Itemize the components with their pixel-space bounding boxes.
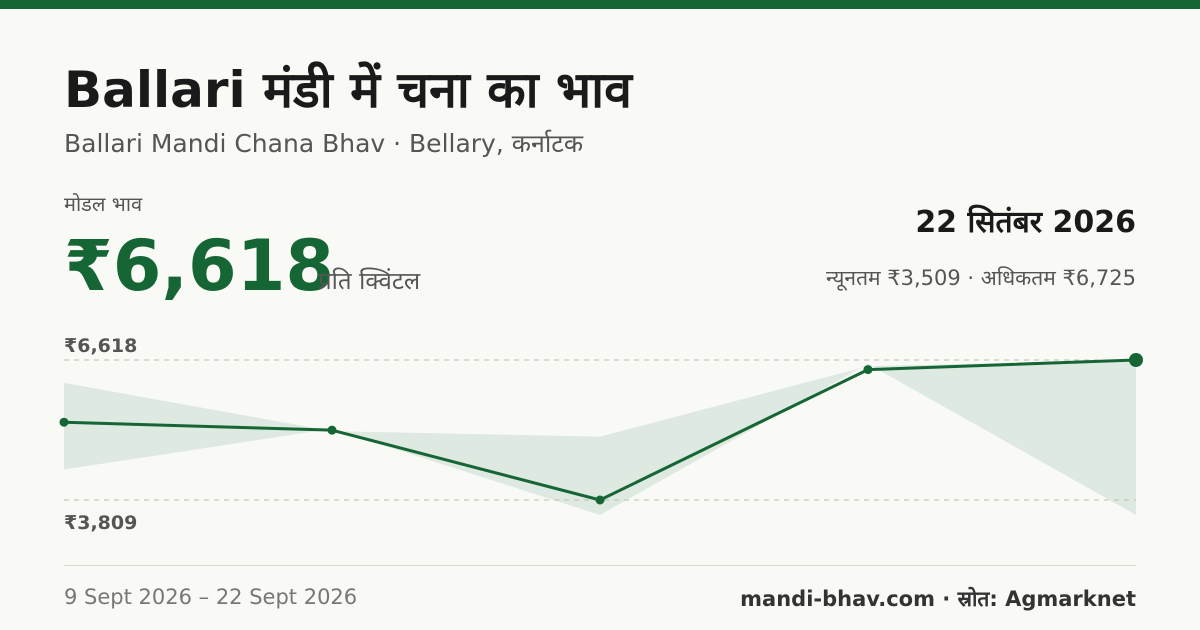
page-subtitle: Ballari Mandi Chana Bhav · Bellary, कर्न…: [64, 129, 584, 158]
top-accent-bar: [0, 0, 1200, 9]
min-max-band: [64, 360, 1136, 515]
footer-divider: [64, 565, 1136, 566]
page-title: Ballari मंडी में चना का भाव: [64, 61, 632, 119]
y-label-top: ₹6,618: [64, 335, 137, 357]
data-points: [59, 353, 1143, 505]
price-unit: प्रति क्विंटल: [318, 267, 421, 295]
data-point: [327, 425, 337, 435]
footer-source: mandi-bhav.com · स्रोत: Agmarknet: [740, 587, 1136, 611]
price-date: 22 सितंबर 2026: [915, 205, 1136, 240]
modal-price-value: ₹6,618: [64, 225, 335, 307]
footer-date-range: 9 Sept 2026 – 22 Sept 2026: [64, 585, 358, 609]
data-point: [595, 495, 605, 505]
price-trend-chart: ₹6,618 ₹3,809: [59, 335, 1143, 534]
data-point: [59, 417, 69, 427]
data-point: [863, 365, 873, 375]
data-point: [1129, 353, 1143, 367]
min-max-range: न्यूनतम ₹3,509 · अधिकतम ₹6,725: [826, 266, 1136, 290]
y-label-bottom: ₹3,809: [64, 512, 137, 534]
modal-price-label: मोडल भाव: [64, 192, 143, 216]
